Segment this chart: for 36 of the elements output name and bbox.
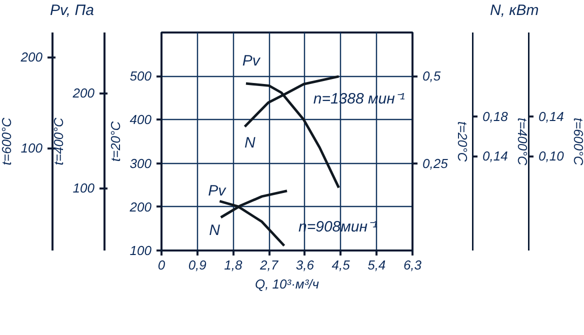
y-axis-title: Pv, Па	[50, 1, 94, 21]
y-tick-label: 200	[128, 199, 152, 214]
x-tick-label: 4,5	[332, 258, 351, 272]
text: t=20°C	[454, 121, 470, 162]
text: 200	[20, 50, 44, 65]
text: t=600°C	[0, 117, 14, 166]
x-tick-label: 2,7	[259, 258, 279, 272]
x-tick-label: 0,9	[188, 258, 206, 272]
y2-tick-label: 0,25	[422, 156, 449, 171]
y-tick-label: 500	[130, 68, 152, 84]
text: 0,14	[482, 148, 508, 164]
text: t=20°C	[108, 120, 123, 162]
y-tick-label: 300	[130, 156, 152, 171]
text: 100	[20, 140, 44, 156]
x-tick-label: 1,8	[224, 258, 244, 272]
text: 200	[72, 86, 96, 101]
text: 0,18	[482, 109, 509, 124]
text: t=600°C	[570, 118, 584, 166]
y-tick-label: 100	[130, 243, 152, 258]
y-tick-label: 400	[130, 112, 152, 128]
annotation: N	[209, 222, 220, 239]
text: 0,14	[538, 109, 564, 124]
annotation: Pv	[208, 182, 228, 200]
annotation: N	[244, 134, 256, 152]
y2-tick-label: 0,5	[422, 68, 442, 84]
x-tick-label: 3,6	[296, 258, 315, 272]
annotation: Pv	[242, 52, 262, 70]
text: 100	[72, 180, 96, 196]
text: 0,10	[538, 148, 565, 164]
text: t=400°C	[514, 118, 530, 166]
x-tick-label: 6,3	[403, 258, 422, 272]
text: t=400°C	[50, 117, 66, 166]
x-tick-label: 5,4	[368, 258, 386, 272]
x-axis-title: Q, 10³·м³/ч	[254, 276, 320, 292]
y2-axis-title: N, кВт	[490, 1, 539, 21]
x-tick-label: 0	[158, 258, 166, 272]
